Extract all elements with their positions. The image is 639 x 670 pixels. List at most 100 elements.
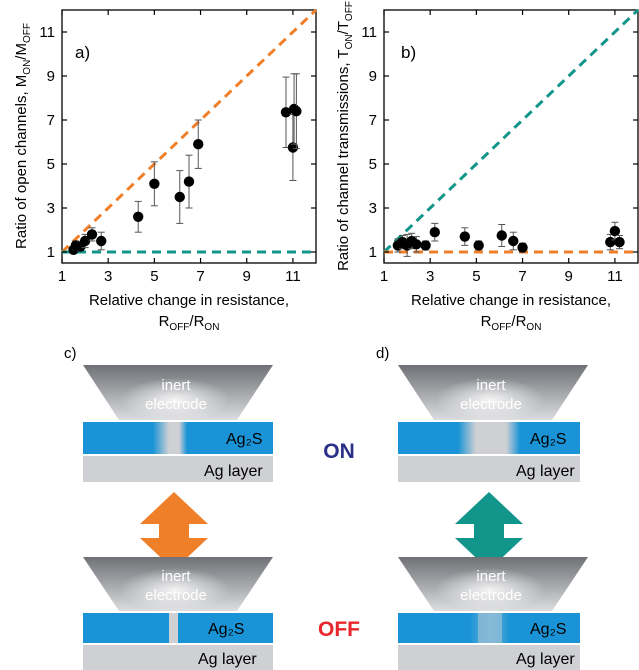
filament-partial-core: [478, 613, 502, 643]
filament: [476, 422, 506, 454]
electrode-label-line1: inert: [476, 568, 506, 585]
plot-a-y-tick-label: 1: [47, 244, 55, 261]
filament-fade-left: [153, 422, 169, 454]
filament: [169, 422, 179, 454]
plot-b-y-tick-label: 7: [369, 112, 377, 129]
panel-d-on-device: inert electrode Ag₂S Ag layer: [398, 365, 588, 482]
plot-a-data-point: [193, 139, 204, 150]
panel-d-off-device: inert electrode Ag₂S Ag layer: [398, 557, 588, 670]
plot-a-x-axis-label-ratio: ROFF/RON: [159, 313, 220, 333]
plot-a-y-tick-label: 3: [47, 200, 55, 217]
electrode-label-line1: inert: [161, 377, 191, 394]
ag-layer-label: Ag layer: [516, 651, 575, 668]
off-state-label: OFF: [318, 618, 360, 641]
plot-a-reference-line-orange: [60, 8, 318, 254]
panel-b-label: b): [401, 43, 416, 62]
plot-b-y-axis-label: Ratio of channel transmissions, TON/TOFF: [335, 1, 355, 271]
plot-a-frame: [61, 9, 317, 264]
plot-b-reference-line-teal: [382, 8, 639, 254]
filament-fade-right: [179, 422, 187, 454]
plot-b-y-tick-label: 3: [369, 200, 377, 217]
ag-layer: [83, 456, 273, 482]
plot-b-data-point: [517, 242, 528, 253]
plot-b-data-point: [429, 227, 440, 238]
plot-b-x-tick-label: 1: [380, 268, 388, 285]
plot-a-y-tick-label: 7: [47, 112, 55, 129]
plot-b-data-point: [508, 235, 519, 247]
plot-b-x-tick-label: 3: [426, 268, 434, 285]
panel-d: d) inert electrode Ag₂S Ag layer inert e…: [376, 345, 588, 670]
plot-b-y-tick-label: 5: [369, 156, 377, 173]
plot-a-y-tick-label: 9: [47, 68, 55, 85]
plot-b-x-axis-label-ratio: ROFF/RON: [481, 313, 542, 333]
plot-a-data-point: [174, 191, 185, 203]
ag-layer: [398, 456, 580, 482]
on-state-label: ON: [323, 440, 355, 463]
switch-arrow: [455, 492, 523, 570]
plot-a-data-point: [183, 176, 195, 187]
plot-a-x-tick-label: 9: [243, 268, 251, 285]
plot-a-x-tick-label: 1: [58, 268, 66, 285]
plot-b-x-tick-label: 11: [607, 268, 623, 285]
ag-layer: [83, 645, 273, 670]
panel-c-on-device: inert electrode Ag₂S Ag layer: [83, 365, 273, 482]
ag2s-label: Ag₂S: [530, 621, 566, 638]
ag2s-label: Ag₂S: [208, 621, 244, 638]
plot-a-data-point: [86, 229, 98, 240]
plot-a-x-tick-label: 3: [104, 268, 112, 285]
ag2s-label: Ag₂S: [530, 431, 566, 448]
electrode-glow: [435, 378, 545, 422]
electrode-glow: [435, 568, 545, 612]
electrode-glow: [120, 378, 230, 422]
plot-a-x-tick-label: 7: [196, 268, 204, 285]
plot-a-data-point: [287, 142, 299, 153]
plot-b-data-point: [420, 240, 431, 251]
plot-a-y-tick-label: 11: [39, 24, 55, 41]
panel-a-label: a): [75, 43, 90, 62]
plot-a-x-axis-label: Relative change in resistance,: [89, 292, 289, 309]
filament-fade-left: [458, 422, 476, 454]
electrode-label-line2: electrode: [145, 396, 207, 413]
filament-gap: [169, 613, 178, 643]
plot-a-marks: [60, 8, 318, 255]
plot-a-y-tick-label: 5: [47, 156, 55, 173]
plot-b-frame: [383, 9, 639, 264]
plot-b-y-tick-label: 11: [361, 24, 377, 41]
plot-b-marks: [382, 8, 639, 257]
plot-b-data-point: [609, 225, 621, 237]
plot-a-y-axis-label: Ratio of open channels, MON/MOFF: [13, 23, 33, 249]
switch-arrow: [140, 492, 208, 570]
plot-b-x-tick-label: 5: [472, 268, 480, 285]
plot-a-data-point: [133, 211, 144, 222]
ag-layer-label: Ag layer: [204, 463, 263, 480]
plot-b-x-axis-label: Relative change in resistance,: [411, 292, 611, 309]
plot-b-data-point: [473, 240, 484, 251]
ag-layer: [398, 645, 580, 670]
panel-d-label: d): [376, 345, 389, 362]
plot-a-x-tick-label: 5: [150, 268, 158, 285]
plot-b-data-point: [459, 231, 471, 242]
plot-a-data-point: [79, 235, 91, 247]
plot-a-data-point: [96, 235, 107, 247]
plot-b-data-point: [411, 239, 422, 250]
panel-c-label: c): [64, 345, 77, 362]
electrode-label-line2: electrode: [460, 587, 522, 604]
plot-a-data-point: [291, 106, 302, 117]
panel-c-off-device: inert electrode Ag₂S Ag layer: [83, 557, 273, 670]
electrode-label-line1: inert: [476, 377, 506, 394]
ag-layer-label: Ag layer: [516, 463, 575, 480]
ag2s-label: Ag₂S: [226, 431, 262, 448]
electrode-label-line2: electrode: [460, 396, 522, 413]
ag-layer-label: Ag layer: [198, 651, 257, 668]
plot-b-x-tick-label: 9: [565, 268, 573, 285]
electrode-glow: [120, 568, 230, 612]
plot-a-data-point: [149, 178, 160, 189]
filament-fade-right: [506, 422, 520, 454]
electrode-label-line2: electrode: [145, 587, 207, 604]
plot-b-y-tick-label: 1: [369, 244, 377, 261]
